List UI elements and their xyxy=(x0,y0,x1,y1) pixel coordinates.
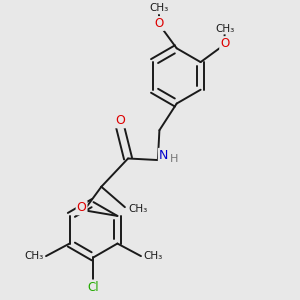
Text: CH₃: CH₃ xyxy=(25,251,44,261)
Text: CH₃: CH₃ xyxy=(143,251,163,261)
Text: O: O xyxy=(76,201,86,214)
Text: H: H xyxy=(170,154,178,164)
Text: CH₃: CH₃ xyxy=(215,23,234,34)
Text: CH₃: CH₃ xyxy=(149,3,168,14)
Text: CH₃: CH₃ xyxy=(128,204,148,214)
Text: O: O xyxy=(115,114,125,127)
Text: N: N xyxy=(159,149,168,162)
Text: O: O xyxy=(220,37,230,50)
Text: O: O xyxy=(155,17,164,30)
Text: Cl: Cl xyxy=(88,281,99,294)
